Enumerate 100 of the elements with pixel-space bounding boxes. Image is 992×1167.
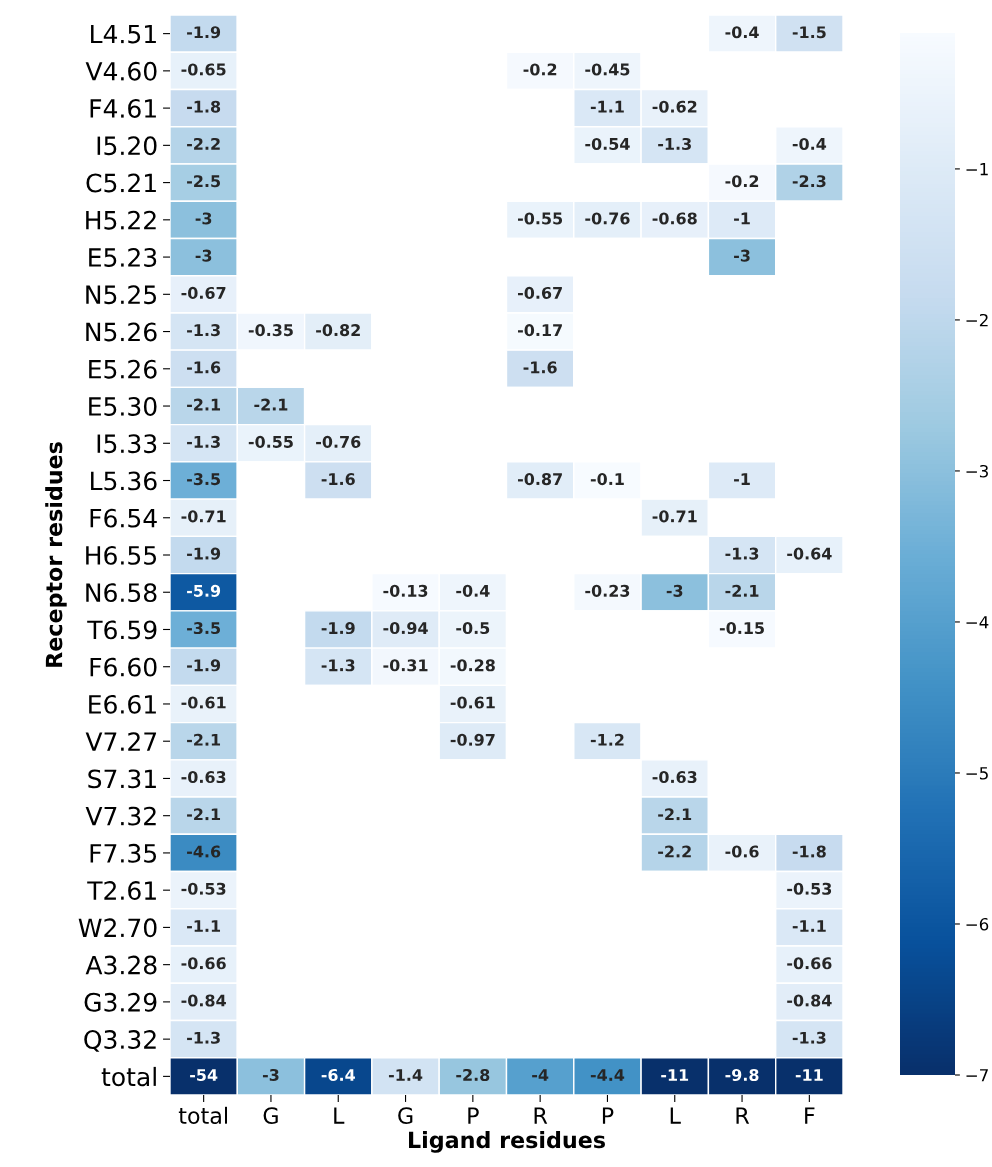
- data-label: -0.4: [725, 26, 759, 39]
- data-label: -0.28: [450, 659, 495, 672]
- data-label: -1.8: [792, 845, 826, 858]
- data-label: -3: [262, 1068, 279, 1082]
- data-label: -1.3: [725, 547, 759, 560]
- data-label: -0.13: [383, 584, 428, 597]
- data-label: -1.1: [590, 100, 624, 113]
- color-bar-label: −6: [966, 917, 989, 931]
- data-label: -1.5: [792, 26, 826, 39]
- x-tick-label: L: [670, 1107, 681, 1124]
- data-label: -0.54: [585, 137, 630, 150]
- y-tick-label: H6.55: [86, 545, 157, 565]
- data-label: -0.94: [383, 622, 428, 635]
- data-label: -0.66: [787, 957, 832, 970]
- y-tick-label: C5.21: [86, 173, 156, 193]
- data-label: -0.17: [518, 324, 562, 337]
- y-tick-label: F7.35: [90, 843, 157, 863]
- x-axis-title: Ligand residues: [409, 1131, 605, 1153]
- y-tick-label: T6.59: [87, 620, 157, 640]
- y-tick-label: E6.61: [89, 694, 156, 714]
- y-tick-label: F4.61: [90, 99, 156, 118]
- data-label: -4: [532, 1069, 549, 1081]
- data-label: -4.6: [187, 845, 221, 858]
- data-label: -1.9: [321, 622, 355, 635]
- data-label: -1.4: [388, 1069, 423, 1081]
- data-label: -3: [734, 249, 750, 262]
- data-label: -3.5: [187, 473, 220, 486]
- data-label: -0.53: [787, 882, 832, 895]
- data-label: -1.6: [321, 473, 355, 486]
- data-label: -0.67: [181, 286, 226, 299]
- data-label: -0.84: [181, 994, 226, 1007]
- data-label: -0.87: [518, 473, 562, 486]
- data-label: -1.3: [187, 1031, 220, 1044]
- x-tick-label: R: [534, 1107, 548, 1124]
- color-bar-label: −5: [966, 767, 988, 780]
- data-label: -1.3: [187, 435, 220, 448]
- data-label: -0.55: [518, 212, 563, 225]
- data-label: -0.84: [787, 994, 832, 1007]
- y-tick-label: L4.51: [91, 24, 156, 44]
- data-label: -0.45: [585, 63, 630, 76]
- y-tick-label: V7.32: [85, 806, 156, 826]
- data-label: -0.15: [719, 622, 764, 635]
- y-axis-title: Receptor residues: [45, 442, 67, 667]
- data-label: -0.61: [450, 696, 495, 709]
- data-label: -3: [195, 212, 212, 225]
- data-label: -0.67: [518, 286, 562, 299]
- data-label: -3: [666, 584, 683, 597]
- data-label: -1.9: [187, 547, 221, 560]
- data-label: -1.6: [523, 361, 557, 374]
- data-label: -2.2: [187, 137, 220, 150]
- data-label: -1: [734, 473, 750, 485]
- y-tick-label: V4.60: [85, 61, 157, 81]
- y-tick-label: I5.33: [97, 434, 157, 454]
- data-label: -5.9: [187, 584, 221, 597]
- data-label: -2.1: [725, 584, 759, 597]
- data-label: -0.31: [383, 659, 428, 672]
- data-label: -1.1: [187, 920, 221, 932]
- y-tick-label: A3.28: [85, 955, 157, 975]
- y-tick-label: T2.61: [87, 881, 156, 901]
- data-label: -3.5: [187, 622, 220, 635]
- color-bar-label: −2: [966, 313, 988, 327]
- data-label: -3: [195, 249, 212, 262]
- data-label: -0.4: [792, 137, 827, 150]
- data-label: -0.1: [590, 473, 624, 486]
- data-label: -2.8: [456, 1068, 490, 1082]
- data-label: -2.1: [187, 398, 221, 411]
- x-tick-label: F: [805, 1107, 815, 1124]
- y-tick-label: E5.23: [89, 248, 157, 267]
- data-label: -2.1: [658, 808, 692, 821]
- y-tick-label: L5.36: [91, 471, 157, 491]
- y-tick-label: I5.20: [97, 136, 157, 156]
- data-label: -1.1: [792, 920, 826, 932]
- data-label: -0.2: [725, 175, 759, 188]
- y-tick-label: F6.60: [90, 657, 157, 677]
- data-label: -0.63: [181, 771, 226, 784]
- y-tick-label: E5.26: [89, 359, 157, 379]
- data-label: -6.4: [321, 1068, 355, 1082]
- data-label: -1.3: [187, 324, 220, 337]
- data-label: -0.55: [248, 435, 293, 448]
- x-tick-label: G: [263, 1107, 278, 1125]
- data-label: -2.1: [254, 398, 288, 411]
- x-tick-label: P: [468, 1107, 479, 1124]
- data-label: -0.97: [450, 733, 495, 746]
- data-label: -1: [734, 212, 750, 225]
- color-bar-label: −1: [966, 163, 988, 176]
- data-label: -0.35: [248, 324, 293, 337]
- data-label: -4.4: [590, 1069, 625, 1081]
- data-label: -0.71: [652, 510, 697, 523]
- color-bar-label: −3: [966, 464, 988, 478]
- data-label: -1.3: [321, 659, 355, 672]
- x-tick-label: G: [398, 1107, 413, 1125]
- data-label: -1.3: [658, 137, 691, 150]
- data-label: -0.71: [181, 510, 226, 523]
- data-label: -0.64: [787, 547, 832, 560]
- data-label: -0.6: [725, 845, 759, 858]
- y-tick-label: V7.27: [85, 732, 157, 751]
- data-label: -1.6: [187, 361, 221, 374]
- data-label: -0.23: [585, 584, 630, 597]
- y-tick-label: S7.31: [88, 769, 156, 789]
- y-tick-label: W2.70: [78, 918, 157, 938]
